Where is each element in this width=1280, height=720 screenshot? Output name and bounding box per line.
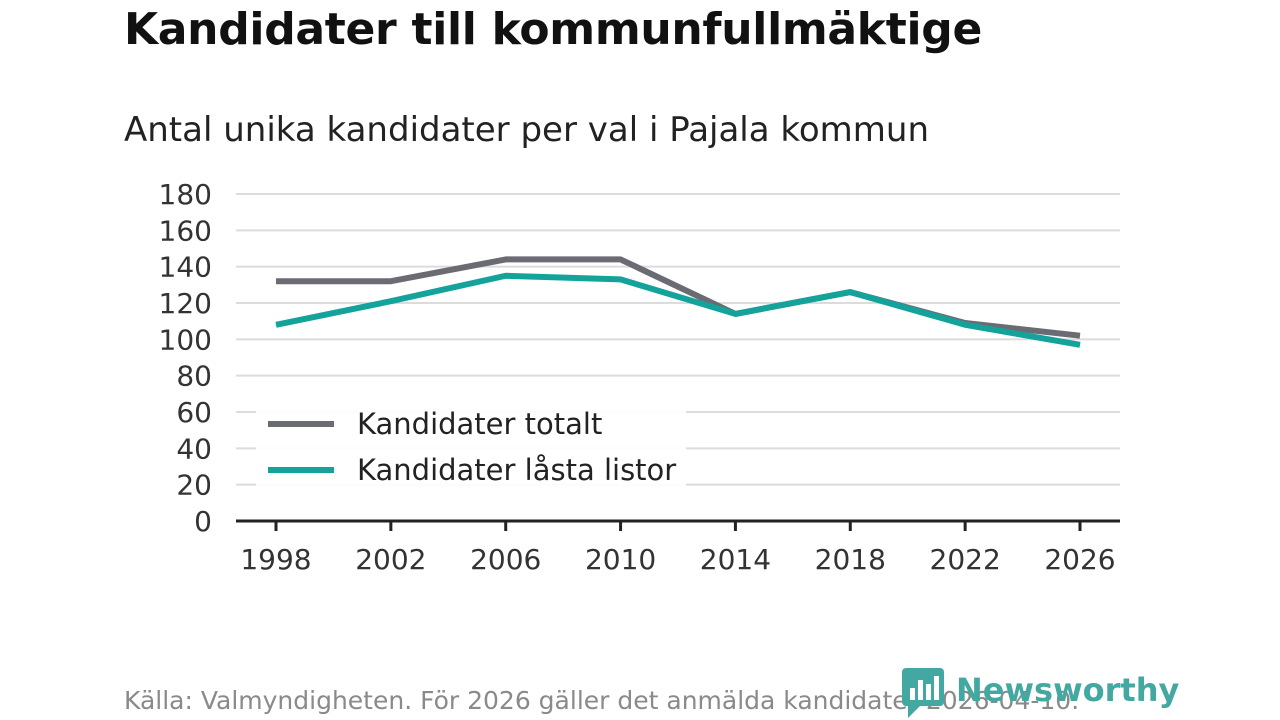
y-tick-label: 100 xyxy=(159,323,212,356)
series-lines xyxy=(275,256,1081,348)
y-tick-label: 180 xyxy=(159,178,212,211)
legend-label: Kandidater totalt xyxy=(357,407,602,441)
x-tick-label: 1998 xyxy=(240,543,311,576)
x-tick-label: 2026 xyxy=(1044,543,1115,576)
y-tick-label: 80 xyxy=(176,360,212,393)
x-tick-label: 2018 xyxy=(815,543,886,576)
x-tick-label: 2014 xyxy=(700,543,771,576)
newsworthy-logo-text: Newsworthy xyxy=(956,671,1180,709)
series-line-1 xyxy=(275,272,1081,348)
x-axis: 1998 2002 2006 2010 2014 2018 2022 2026 xyxy=(236,519,1120,576)
y-tick-label: 40 xyxy=(176,432,212,465)
y-tick-label: 0 xyxy=(194,505,212,538)
chart-subtitle: Antal unika kandidater per val i Pajala … xyxy=(124,110,930,150)
y-tick-label: 20 xyxy=(176,469,212,502)
chart-title: Kandidater till kommunfullmäktige xyxy=(124,4,983,55)
newsworthy-logo-icon xyxy=(902,668,944,718)
x-tick-label: 2002 xyxy=(355,543,426,576)
legend-label: Kandidater låsta listor xyxy=(357,453,676,487)
legend: Kandidater totalt Kandidater låsta listor xyxy=(256,406,686,487)
x-tick-label: 2010 xyxy=(585,543,656,576)
y-tick-label: 160 xyxy=(159,214,212,247)
newsworthy-logo: Newsworthy xyxy=(902,668,1179,718)
y-tick-label: 60 xyxy=(176,396,212,429)
x-tick-label: 2022 xyxy=(930,543,1001,576)
y-tick-label: 120 xyxy=(159,287,212,320)
y-tick-label: 140 xyxy=(159,251,212,284)
x-tick-label: 2006 xyxy=(470,543,541,576)
